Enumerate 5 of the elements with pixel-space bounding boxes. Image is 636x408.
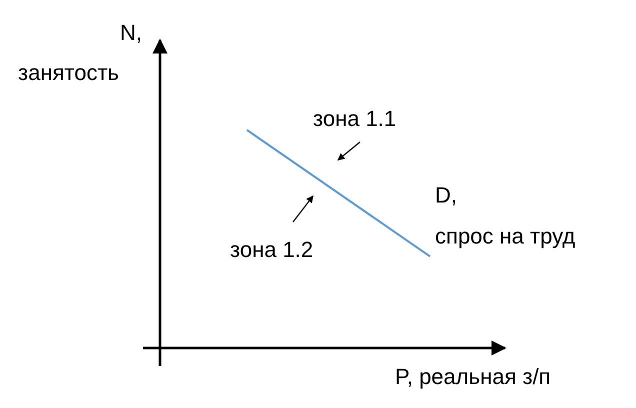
x-axis-title: P, реальная з/п: [395, 364, 551, 389]
series-label: D, спрос на труд: [435, 182, 576, 248]
annotation: зона 1.2: [230, 237, 314, 262]
y-axis-title: N, занятость: [18, 20, 142, 85]
annotation: зона 1.1: [313, 106, 396, 131]
